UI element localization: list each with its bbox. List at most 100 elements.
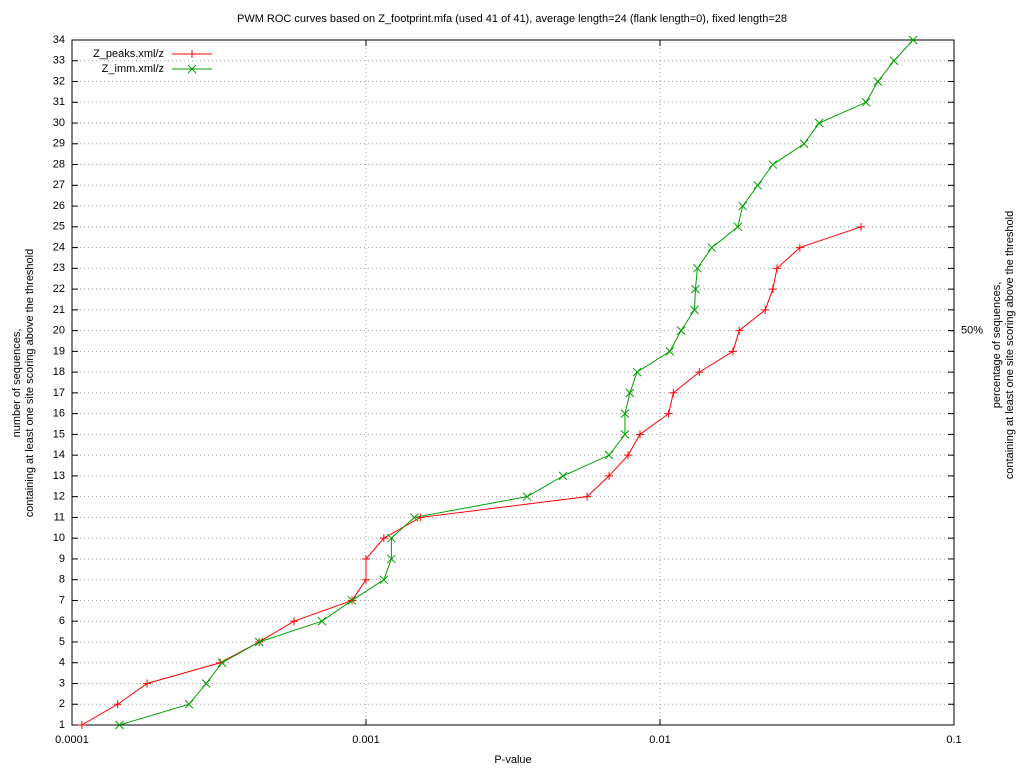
- y-tick-label: 31: [53, 96, 65, 108]
- data-point: [416, 513, 425, 522]
- data-point: [889, 56, 899, 66]
- data-point: [624, 451, 633, 460]
- y-tick-label: 11: [54, 511, 65, 523]
- y-tick-label: 34: [53, 34, 65, 46]
- y-tick-label: 16: [53, 408, 65, 420]
- data-point: [908, 35, 918, 45]
- legend-label: Z_peaks.xml/z: [93, 48, 164, 60]
- data-point: [873, 77, 883, 86]
- data-point: [143, 679, 152, 688]
- y-tick-label: 17: [53, 387, 65, 399]
- y-tick-label: 9: [59, 553, 65, 565]
- data-point: [857, 222, 866, 231]
- y-tick-label: 10: [53, 532, 65, 544]
- data-point: [362, 575, 370, 584]
- data-point: [620, 430, 630, 439]
- data-point: [664, 409, 673, 418]
- data-point: [728, 347, 737, 356]
- data-point: [707, 243, 717, 252]
- y-tick-label: 22: [53, 283, 65, 295]
- data-point: [254, 637, 264, 647]
- data-point: [691, 284, 700, 294]
- y-tick-label: 13: [53, 470, 65, 482]
- y-tick-label: 27: [53, 179, 65, 191]
- data-point: [387, 554, 396, 564]
- y-tick-label: 26: [53, 200, 65, 212]
- data-point: [201, 679, 211, 688]
- data-point: [605, 471, 614, 480]
- data-point: [317, 616, 327, 626]
- y-tick-label: 28: [53, 158, 65, 170]
- data-point: [625, 388, 635, 398]
- x-axis-label: P-value: [494, 754, 531, 766]
- plot-border: [71, 39, 955, 726]
- y-tick-label: 20: [53, 325, 65, 337]
- y-tick-label: 3: [59, 677, 65, 689]
- y-tick-label: 7: [59, 594, 65, 606]
- y-tick-label: 5: [59, 636, 65, 648]
- y-tick-label: 8: [59, 574, 65, 586]
- data-point: [188, 50, 196, 58]
- data-point: [695, 368, 704, 377]
- y-tick-label: 1: [59, 719, 65, 731]
- x-tick-label: 0.001: [352, 734, 380, 746]
- data-point: [768, 160, 778, 169]
- x-tick-label: 0.1: [946, 734, 961, 746]
- data-point: [184, 699, 194, 709]
- data-point: [379, 575, 389, 585]
- y-tick-label: 30: [53, 117, 65, 129]
- data-point: [620, 409, 630, 418]
- data-point: [799, 139, 809, 149]
- data-point: [690, 305, 699, 315]
- y-tick-label: 12: [53, 491, 65, 503]
- data-point: [676, 326, 686, 335]
- y-tick-label: 2: [59, 698, 65, 710]
- data-point: [772, 264, 781, 273]
- data-point: [77, 721, 86, 729]
- x-tick-label: 0.01: [649, 734, 670, 746]
- data-point: [290, 617, 299, 626]
- data-point: [362, 554, 370, 563]
- data-point: [693, 263, 702, 273]
- data-point: [347, 596, 357, 605]
- y-tick-label: 14: [53, 449, 65, 461]
- data-point: [814, 118, 824, 128]
- y-tick-label: 19: [53, 345, 65, 357]
- data-point: [738, 201, 747, 211]
- x-tick-label: 0.0001: [55, 734, 89, 746]
- y-tick-label: 24: [53, 241, 65, 253]
- data-point: [669, 388, 678, 397]
- data-point: [115, 720, 124, 730]
- y2-tick-label: 50%: [961, 325, 983, 337]
- y-tick-label: 33: [53, 55, 65, 67]
- data-point: [768, 285, 777, 294]
- y-tick-label: 25: [53, 221, 65, 233]
- y-tick-label: 15: [53, 428, 65, 440]
- data-point: [187, 64, 197, 74]
- y2-axis-label: percentage of sequences,: [991, 282, 1003, 409]
- y-axis-label: number of sequences,: [11, 329, 23, 438]
- data-point: [113, 700, 122, 709]
- y2-axis-label: containing at least one site scoring abo…: [1004, 211, 1016, 479]
- data-point: [387, 533, 396, 543]
- data-point: [522, 492, 532, 502]
- data-point: [795, 243, 804, 252]
- data-point: [409, 513, 419, 522]
- series-line: [119, 39, 914, 726]
- y-tick-label: 32: [53, 75, 65, 87]
- legend-label: Z_imm.xml/z: [102, 63, 164, 75]
- data-point: [604, 450, 614, 460]
- data-point: [583, 492, 592, 501]
- data-point: [217, 658, 227, 668]
- data-point: [635, 430, 644, 439]
- y-tick-label: 4: [59, 657, 65, 669]
- chart-title: PWM ROC curves based on Z_footprint.mfa …: [237, 13, 787, 25]
- y-tick-label: 21: [53, 304, 65, 316]
- y-tick-label: 23: [53, 262, 65, 274]
- data-point: [753, 180, 763, 190]
- data-point: [733, 222, 743, 232]
- data-point: [632, 367, 642, 377]
- data-point: [861, 97, 871, 107]
- data-point: [379, 534, 388, 543]
